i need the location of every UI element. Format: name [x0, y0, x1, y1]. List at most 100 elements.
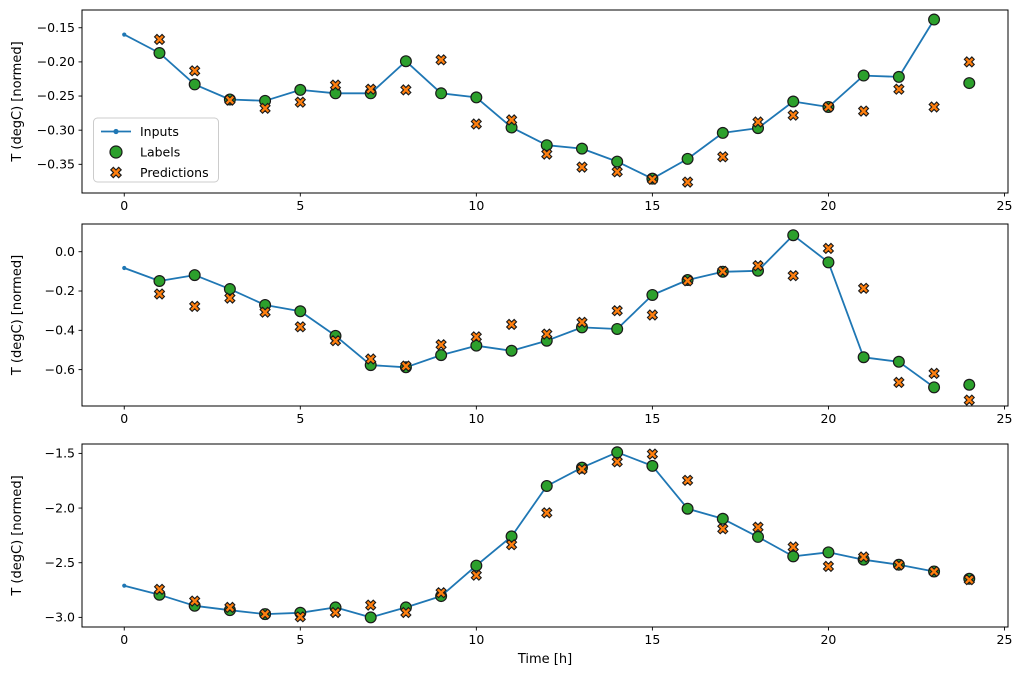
predictions-point — [717, 523, 729, 535]
predictions-point — [188, 300, 201, 313]
x-tick-label: 5 — [296, 198, 304, 213]
labels-point — [611, 446, 624, 459]
labels-point — [646, 288, 659, 301]
predictions-point — [717, 265, 729, 278]
labels-point — [787, 95, 800, 108]
labels-point — [505, 530, 518, 543]
predictions-point — [400, 606, 412, 619]
labels-point — [892, 70, 905, 83]
y-tick-label: −2.0 — [45, 500, 75, 515]
predictions-point — [893, 376, 905, 389]
labels-point — [787, 550, 800, 563]
labels-point — [153, 47, 166, 60]
y-tick-label: −0.15 — [37, 20, 75, 35]
labels-point — [928, 13, 941, 26]
y-tick-label: −2.5 — [45, 555, 75, 570]
predictions-point — [329, 606, 342, 619]
labels-point — [575, 142, 588, 155]
predictions-point — [928, 367, 940, 380]
legend-labels-sample — [109, 145, 123, 159]
labels-point — [963, 77, 976, 90]
labels-point — [822, 256, 835, 269]
predictions-point — [857, 105, 870, 117]
predictions-point — [224, 292, 236, 304]
predictions-point — [752, 521, 764, 533]
predictions-point — [435, 586, 447, 599]
axes-frame — [81, 9, 1009, 194]
predictions-point — [435, 54, 447, 66]
predictions-point — [364, 353, 377, 365]
predictions-point — [681, 275, 694, 287]
labels-point — [857, 69, 870, 82]
predictions-point — [188, 65, 201, 77]
x-tick-label: 20 — [820, 411, 836, 426]
legend: Inputs Labels Predictions — [93, 117, 219, 183]
predictions-point — [259, 608, 271, 620]
labels-point — [752, 530, 765, 543]
predictions-point — [787, 269, 799, 282]
predictions-point — [822, 101, 835, 113]
legend-inputs-dot — [113, 128, 119, 135]
predictions-point — [893, 559, 905, 571]
y-axis-label: T (degC) [normed] — [10, 475, 25, 596]
predictions-point — [541, 507, 553, 519]
predictions-point — [294, 96, 307, 108]
labels-point — [716, 126, 729, 139]
y-tick-label: −0.6 — [45, 362, 75, 377]
x-tick-label: 10 — [468, 632, 484, 647]
predictions-point — [857, 282, 870, 295]
labels-point — [188, 78, 201, 91]
y-tick-label: −0.35 — [37, 157, 75, 172]
legend-label: Predictions — [140, 165, 209, 180]
predictions-point — [681, 176, 694, 188]
predictions-point — [787, 541, 799, 553]
predictions-point — [963, 56, 976, 68]
x-tick-label: 25 — [997, 198, 1013, 213]
predictions-point — [470, 331, 483, 343]
predictions-point — [928, 101, 940, 113]
labels-point — [470, 559, 483, 572]
predictions-point — [505, 318, 518, 331]
legend-box — [93, 117, 219, 183]
labels-point — [294, 305, 307, 318]
predictions-point — [681, 474, 694, 487]
x-axis-label: Time [h] — [517, 652, 572, 667]
x-tick-label: 20 — [820, 632, 836, 647]
predictions-point — [505, 114, 518, 126]
y-tick-label: −3.0 — [45, 610, 75, 625]
predictions-point — [646, 309, 659, 321]
y-tick-label: −0.20 — [37, 54, 75, 69]
inputs-point — [122, 265, 127, 271]
subplot-3: −1.5 −2.0 −2.5 −3.0 0 5 10 15 20 25 T (degC) [norm… — [10, 443, 1012, 667]
labels-point — [857, 351, 870, 364]
inputs-point — [122, 583, 127, 588]
predictions-point — [576, 463, 588, 476]
labels-point — [716, 512, 729, 525]
predictions-point — [259, 102, 271, 115]
axes-frame — [81, 223, 1009, 407]
labels-point — [681, 152, 694, 165]
x-tick-label: 10 — [468, 411, 484, 426]
labels-point — [223, 283, 236, 296]
y-tick-label: 0.0 — [55, 244, 75, 259]
subplot-1: −0.15 −0.20 −0.25 −0.30 −0.35 0 5 10 15 20 25 T (de… — [10, 9, 1013, 213]
predictions-point — [611, 456, 623, 468]
predictions-point — [153, 288, 166, 300]
axes-frame — [81, 443, 1009, 628]
legend-label: Labels — [140, 145, 180, 160]
inputs-point — [122, 32, 127, 37]
x-tick-label: 5 — [296, 632, 304, 647]
predictions-point — [153, 33, 166, 46]
labels-point — [611, 155, 624, 168]
x-tick-label: 5 — [296, 411, 304, 426]
predictions-point — [435, 338, 447, 351]
predictions-point — [963, 394, 976, 406]
labels-point — [435, 87, 448, 100]
labels-point — [928, 381, 941, 394]
predictions-point — [787, 109, 799, 121]
y-tick-label: −0.2 — [45, 283, 75, 298]
predictions-point — [400, 84, 412, 96]
x-tick-label: 15 — [644, 411, 660, 426]
legend-label: Inputs — [140, 124, 179, 139]
predictions-point — [470, 569, 483, 581]
